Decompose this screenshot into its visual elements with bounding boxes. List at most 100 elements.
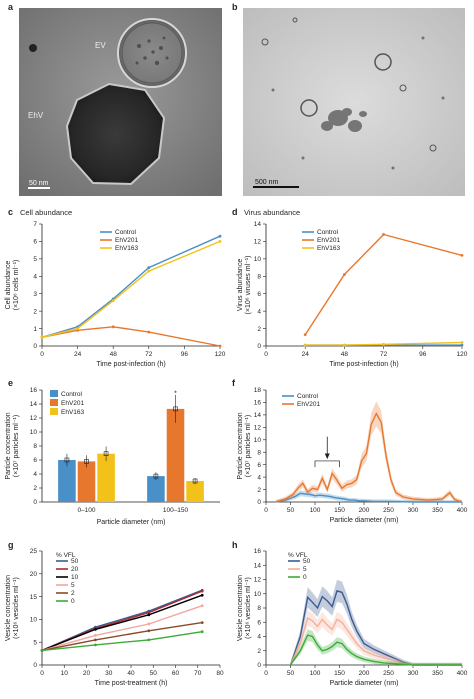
x-tick-label: 350 xyxy=(432,670,443,677)
series-line-5 xyxy=(41,605,203,652)
x-tick-label: 150 xyxy=(334,507,345,514)
scale-bar-a xyxy=(28,187,50,189)
x-tick-label: 20 xyxy=(83,670,91,677)
y-tick-label: 0 xyxy=(33,499,37,506)
y-tick-label: 10 xyxy=(30,617,38,624)
data-point-2 xyxy=(147,629,151,633)
y-tick-label: 4 xyxy=(257,308,261,315)
legend-label-EhV163: EhV163 xyxy=(61,409,85,416)
data-point-EhV163 xyxy=(76,327,79,330)
panel-label-h: h xyxy=(232,540,238,550)
y-tick-label: 4 xyxy=(33,273,37,280)
data-point-Control xyxy=(460,343,464,347)
x-tick-label: 150 xyxy=(334,670,345,677)
data-point-5 xyxy=(200,604,204,608)
x-tick-label: 120 xyxy=(457,351,468,358)
y-tick-label: 14 xyxy=(30,401,38,408)
legend-swatch-EhV163 xyxy=(50,408,58,415)
x-tick-label: 400 xyxy=(457,670,468,677)
data-point-10 xyxy=(94,628,97,631)
legend-label-EhV163: EhV163 xyxy=(317,245,341,252)
scale-bar-label-a: 50 nm xyxy=(29,180,49,187)
x-tick-label: 30 xyxy=(105,670,113,677)
data-point-EhV163 xyxy=(218,240,222,243)
y-axis-label: Virus abundance xyxy=(237,259,244,312)
data-point-0 xyxy=(200,630,204,634)
x-tick-label: 250 xyxy=(383,507,394,514)
series-line-EhV201 xyxy=(304,233,463,336)
y-tick-label: 4 xyxy=(257,474,261,481)
y-axis-unit-label: (×10⁶ vesicles ml⁻¹) xyxy=(245,577,252,639)
panel-label-c: c xyxy=(8,207,14,217)
legend-label-10: 10 xyxy=(71,574,79,581)
panel-label-g: g xyxy=(8,540,14,550)
y-tick-label: 14 xyxy=(254,412,262,419)
y-tick-label: 6 xyxy=(257,462,261,469)
y-tick-label: 6 xyxy=(33,457,37,464)
x-tick-label: 100 xyxy=(310,507,321,514)
legend-label-EhV201: EhV201 xyxy=(115,237,139,244)
legend-label-0: 0 xyxy=(71,598,75,605)
legend-label-5: 5 xyxy=(71,582,75,589)
x-tick-label: 80 xyxy=(216,670,224,677)
y-tick-label: 18 xyxy=(254,387,262,394)
y-axis-unit-label: (×10⁶ cells ml⁻¹) xyxy=(13,260,20,311)
legend-label-EhV201: EhV201 xyxy=(297,401,321,408)
legend-label-EhV201: EhV201 xyxy=(317,237,341,244)
legend-swatch-EhV201 xyxy=(50,399,58,406)
x-tick-label: 96 xyxy=(419,351,427,358)
y-tick-label: 5 xyxy=(33,639,37,646)
legend-title: % VFL xyxy=(56,552,76,559)
size-range-bracket xyxy=(314,460,340,468)
data-point-EhV201 xyxy=(343,273,346,276)
y-tick-label: 0 xyxy=(33,343,37,350)
data-point-EhV163 xyxy=(460,341,464,344)
arrow-head xyxy=(324,453,330,460)
x-tick-label: 0 xyxy=(264,351,268,358)
legend-label-50: 50 xyxy=(71,558,79,565)
y-tick-label: 12 xyxy=(254,425,262,432)
y-tick-label: 20 xyxy=(30,571,38,578)
y-tick-label: 16 xyxy=(254,548,262,555)
data-point-marker xyxy=(153,473,159,479)
legend-label-20: 20 xyxy=(71,566,79,573)
y-tick-label: 4 xyxy=(33,471,37,478)
x-tick-label: 72 xyxy=(380,351,388,358)
series-line-0 xyxy=(289,634,462,666)
panel-title-d: Virus abundance xyxy=(244,208,301,217)
data-point-20 xyxy=(200,589,204,593)
data-point-2 xyxy=(200,621,204,624)
x-tick-label: 70 xyxy=(194,670,202,677)
x-tick-label: 0 xyxy=(264,507,268,514)
y-tick-label: 0 xyxy=(257,343,261,350)
y-tick-label: 2 xyxy=(257,487,261,494)
scale-bar-label-b: 500 nm xyxy=(255,179,279,186)
x-tick-label: 0–100 xyxy=(77,507,95,514)
y-tick-label: 14 xyxy=(254,562,262,569)
data-point-EhV201 xyxy=(382,233,385,236)
y-tick-label: 15 xyxy=(30,594,38,601)
y-tick-label: 2 xyxy=(33,485,37,492)
y-tick-label: 16 xyxy=(254,400,262,407)
data-point-marker xyxy=(103,451,109,456)
series-line-5 xyxy=(289,616,462,666)
bar-Control-0–100 xyxy=(58,460,76,502)
series-line-0 xyxy=(41,631,203,652)
x-tick-label: 72 xyxy=(145,351,153,358)
bar-EhV163-100–150 xyxy=(186,481,204,502)
y-axis-label: Cell abundance xyxy=(5,261,12,310)
y-tick-label: 3 xyxy=(33,291,37,298)
x-axis-label: Time post-infection (h) xyxy=(329,361,398,368)
series-line-EhV163 xyxy=(41,240,221,338)
y-tick-label: 8 xyxy=(257,273,261,280)
legend-swatch-Control xyxy=(50,390,58,397)
x-tick-label: 200 xyxy=(359,670,370,677)
data-point-EhV201 xyxy=(218,344,222,348)
x-tick-label: 300 xyxy=(408,507,419,514)
x-tick-label: 250 xyxy=(383,670,394,677)
y-tick-label: 8 xyxy=(257,449,261,456)
y-axis-unit-label: (×10⁶ viruses ml⁻¹) xyxy=(245,256,252,315)
legend-label-50: 50 xyxy=(303,558,311,565)
